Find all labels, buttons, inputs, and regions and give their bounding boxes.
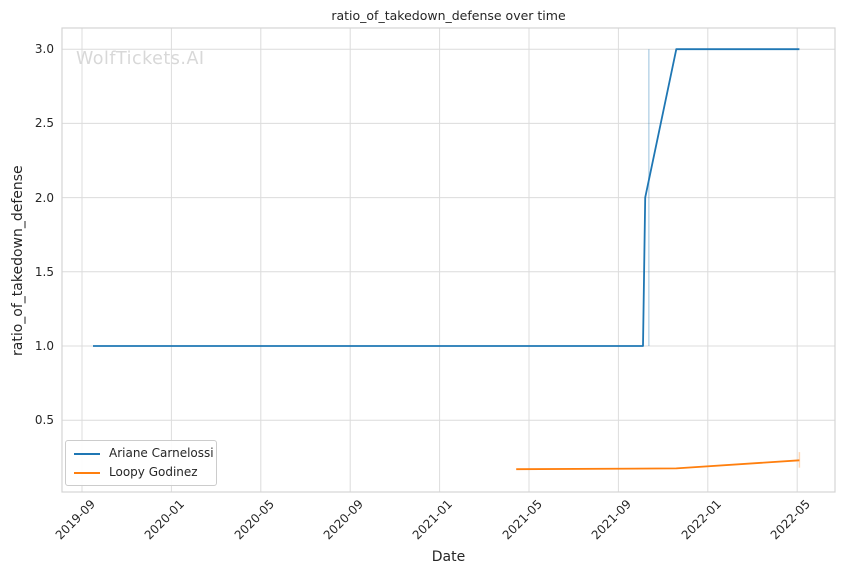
legend-line-sample (74, 471, 100, 474)
y-tick-label: 2.5 (34, 116, 54, 131)
watermark: WolfTickets.AI (76, 49, 205, 69)
y-tick-label: 1.5 (34, 264, 54, 279)
chart-title: ratio_of_takedown_defense over time (331, 8, 566, 23)
y-tick-label: 1.0 (34, 339, 54, 353)
legend-label: Ariane Carnelossi (109, 446, 214, 460)
y-tick-label: 2.0 (34, 190, 54, 205)
legend-line-sample (74, 452, 100, 455)
plot-border (61, 27, 836, 493)
legend-item: Loopy Godinez (74, 465, 208, 480)
legend-label: Loopy Godinez (109, 465, 198, 479)
y-tick-label: 0.5 (34, 413, 54, 428)
series-line-ariane-carnelossi (93, 48, 800, 347)
legend: Ariane Carnelossi Loopy Godinez (65, 440, 217, 486)
legend-item: Ariane Carnelossi (74, 446, 214, 461)
y-tick-label: 3.0 (34, 42, 54, 57)
x-axis-label: Date (431, 549, 466, 565)
series-line-loopy-godinez (516, 459, 800, 471)
